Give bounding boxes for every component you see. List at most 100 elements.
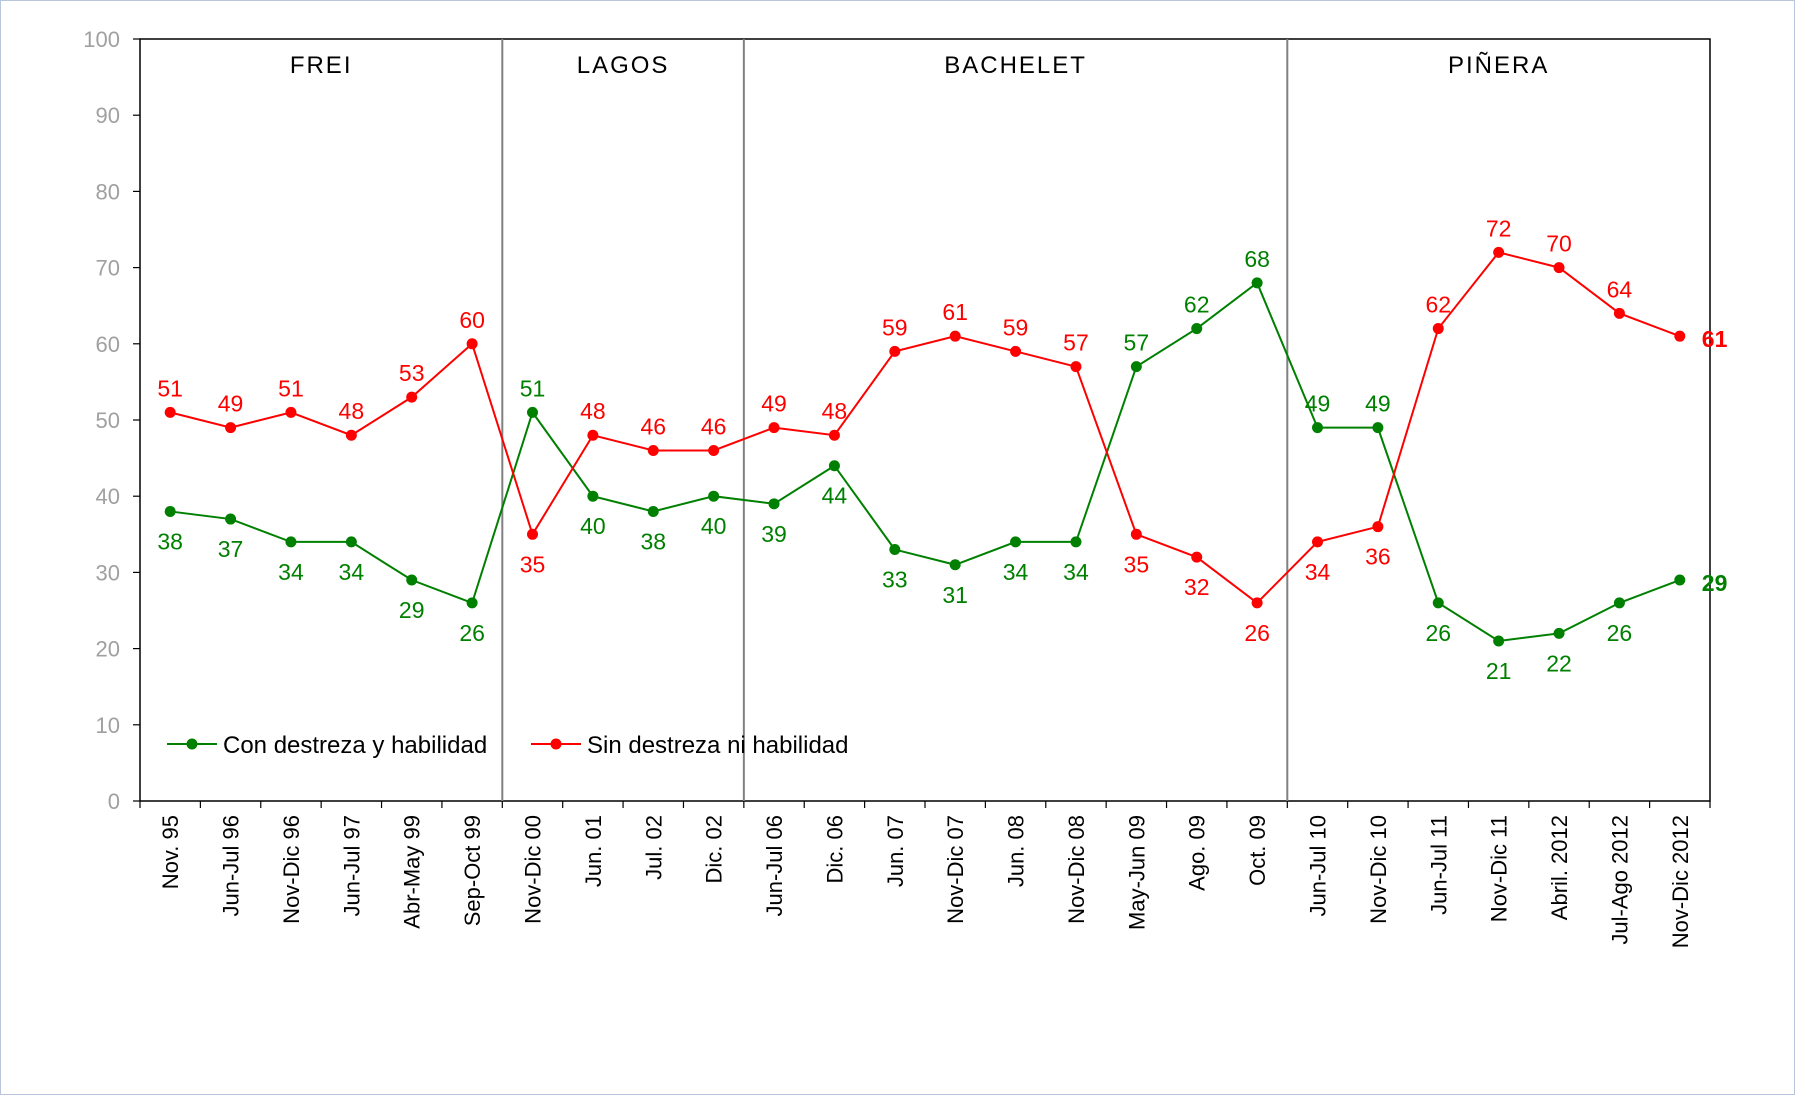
data-point: [1010, 536, 1022, 548]
data-point: [1613, 597, 1625, 609]
data-point: [708, 444, 720, 456]
data-label: 26: [1607, 620, 1633, 646]
data-label: 61: [1702, 326, 1728, 352]
data-point: [345, 429, 357, 441]
data-label: 48: [822, 398, 848, 424]
data-point: [647, 505, 659, 517]
data-point: [889, 345, 901, 357]
period-label: FREI: [290, 52, 353, 79]
data-label: 38: [640, 528, 666, 554]
data-label: 35: [520, 551, 546, 577]
data-label: 59: [882, 314, 908, 340]
x-tick-label: Dic. 02: [702, 815, 727, 883]
data-point: [1493, 635, 1505, 647]
data-point: [889, 544, 901, 556]
data-point: [1674, 574, 1686, 586]
data-label: 37: [218, 536, 244, 562]
data-point: [647, 444, 659, 456]
data-label: 26: [1244, 620, 1270, 646]
x-tick-label: Dic. 06: [822, 815, 847, 883]
data-point: [828, 460, 840, 472]
data-point: [1553, 262, 1565, 274]
y-tick-label: 70: [96, 256, 120, 281]
data-label: 34: [339, 559, 365, 585]
data-label: 33: [882, 567, 908, 593]
y-tick-label: 60: [96, 332, 120, 357]
data-label: 34: [1063, 559, 1089, 585]
data-label: 38: [157, 528, 183, 554]
data-point: [285, 406, 297, 418]
data-point: [949, 330, 961, 342]
data-point: [828, 429, 840, 441]
data-label: 53: [399, 360, 425, 386]
data-label: 46: [640, 413, 666, 439]
x-tick-label: Jun. 08: [1004, 815, 1029, 887]
x-tick-label: Nov-Dic 07: [943, 815, 968, 924]
x-tick-label: Nov-Dic 08: [1064, 815, 1089, 924]
data-point: [768, 498, 780, 510]
data-point: [1251, 277, 1263, 289]
data-label: 57: [1063, 330, 1089, 356]
data-point: [164, 505, 176, 517]
data-point: [527, 406, 538, 418]
legend-swatch-marker: [186, 738, 198, 750]
data-label: 26: [459, 620, 485, 646]
data-label: 64: [1607, 276, 1633, 302]
data-label: 51: [520, 375, 546, 401]
period-label: PIÑERA: [1448, 52, 1549, 79]
data-label: 34: [278, 559, 304, 585]
x-tick-label: Nov-Dic 00: [521, 815, 546, 924]
x-tick-label: Jun. 01: [581, 815, 606, 887]
data-label: 34: [1003, 559, 1029, 585]
y-tick-label: 10: [96, 713, 120, 738]
data-label: 49: [761, 391, 787, 417]
x-tick-label: Jun-Jul 06: [762, 815, 787, 917]
y-tick-label: 50: [96, 408, 120, 433]
data-point: [466, 597, 478, 609]
data-point: [1432, 323, 1444, 335]
x-tick-label: Ago. 09: [1185, 815, 1210, 891]
data-point: [1674, 330, 1686, 342]
series-line-sin-destreza: [169, 251, 1681, 605]
data-point: [949, 559, 961, 571]
x-tick-label: Jun-Jul 10: [1306, 815, 1331, 917]
data-label: 60: [459, 307, 485, 333]
data-point: [406, 574, 418, 586]
data-label: 49: [1365, 391, 1391, 417]
data-point: [587, 490, 599, 502]
data-point: [1191, 323, 1203, 335]
x-tick-label: Oct. 09: [1245, 815, 1270, 886]
data-label: 40: [580, 513, 606, 539]
series-line-con-destreza: [170, 281, 1681, 643]
data-label: 61: [942, 299, 968, 325]
legend-label: Con destreza y habilidad: [223, 732, 487, 759]
data-point: [164, 406, 176, 418]
y-tick-label: 40: [96, 484, 120, 509]
x-tick-label: Sep-Oct 99: [460, 815, 485, 926]
data-label: 62: [1425, 292, 1451, 318]
data-point: [1432, 597, 1444, 609]
period-label: LAGOS: [577, 52, 670, 79]
period-label: BACHELET: [944, 52, 1087, 79]
data-point: [225, 422, 237, 434]
data-label: 57: [1124, 330, 1150, 356]
x-tick-label: Nov-Dic 11: [1487, 815, 1512, 922]
data-label: 70: [1546, 231, 1572, 257]
data-label: 49: [1305, 391, 1331, 417]
data-label: 51: [278, 375, 304, 401]
y-tick-label: 20: [96, 637, 120, 662]
y-tick-label: 90: [96, 103, 120, 128]
data-label: 26: [1425, 620, 1451, 646]
x-tick-label: Jun. 07: [883, 815, 908, 887]
x-tick-label: Jul. 02: [641, 815, 666, 880]
data-point: [1613, 307, 1625, 319]
data-point: [1130, 528, 1142, 540]
data-point: [1372, 521, 1384, 533]
data-point: [1251, 597, 1263, 609]
data-label: 29: [1702, 570, 1728, 596]
data-label: 68: [1244, 246, 1270, 272]
data-label: 39: [761, 521, 787, 547]
data-point: [285, 536, 297, 548]
